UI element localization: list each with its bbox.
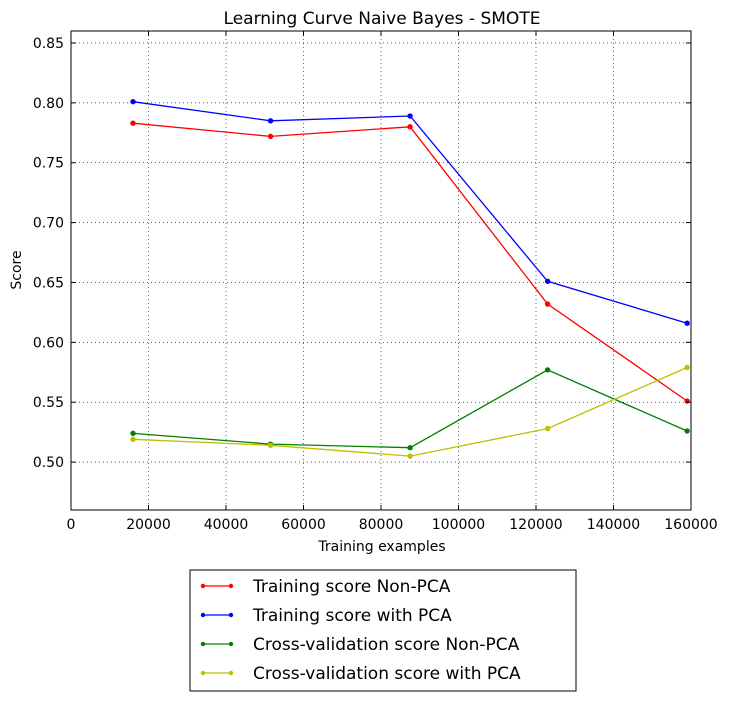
data-point [267,118,274,124]
data-point [407,124,413,130]
y-tick-label: 0.70 [33,216,64,232]
y-tick-label: 0.55 [33,395,64,411]
data-point [267,442,274,449]
x-tick-label: 100000 [432,517,485,533]
y-tick-label: 0.65 [33,275,64,291]
data-point [407,453,413,459]
y-tick-label: 0.85 [33,36,64,52]
data-point [544,278,551,284]
chart-title: Learning Curve Naive Bayes - SMOTE [224,9,541,29]
data-point [684,364,690,371]
series-line-4 [132,366,688,457]
legend-label: Cross-validation score with PCA [253,664,521,684]
data-point [130,120,136,126]
legend-marker [228,583,234,589]
x-tick-label: 120000 [509,517,562,533]
data-point [407,113,413,119]
series-lines [130,98,690,459]
grid-lines [70,31,692,510]
legend-marker [228,670,234,676]
legend-marker [200,612,206,618]
legend-marker [228,612,234,618]
x-tick-label: 80000 [359,517,404,533]
y-axis-label: Score [9,250,25,289]
x-tick-label: 20000 [126,517,171,533]
data-point [544,425,551,432]
legend: Training score Non-PCA Training score wit… [189,569,577,692]
legend-marker [200,583,206,589]
legend-marker [200,641,206,647]
data-point [544,301,551,307]
x-tick-label: 140000 [587,517,640,533]
x-tick-label: 60000 [281,517,326,533]
legend-box [189,569,577,692]
data-point [267,133,274,140]
x-tick-label: 160000 [664,517,717,533]
axis-ticks: 0 20000 40000 60000 80000 100000 120000 140000 1… [33,31,718,533]
series-line-1 [132,122,688,402]
legend-marker [228,641,234,647]
data-point [684,320,690,326]
data-point [130,430,136,437]
x-axis-label: Training examples [317,539,445,555]
legend-label: Cross-validation score Non-PCA [253,635,520,655]
x-tick-label: 0 [67,517,76,533]
legend-marker [200,670,206,676]
series-line-2 [132,101,688,324]
data-point [407,445,413,451]
y-tick-label: 0.80 [33,96,64,112]
data-point [544,367,551,373]
legend-label: Training score Non-PCA [252,577,451,597]
y-tick-label: 0.75 [33,156,64,172]
data-point [130,98,136,105]
legend-label: Training score with PCA [252,606,452,626]
data-point [684,428,690,434]
data-point [130,436,136,443]
series-line-3 [132,369,688,449]
y-tick-label: 0.50 [33,455,64,471]
x-tick-label: 40000 [204,517,249,533]
y-tick-label: 0.60 [33,335,64,351]
